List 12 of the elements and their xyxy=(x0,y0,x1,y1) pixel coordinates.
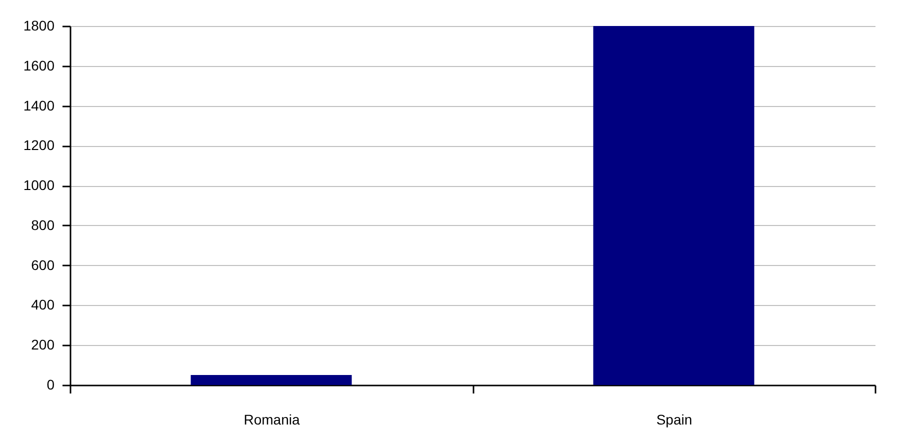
y-tick-label: 800 xyxy=(31,216,55,233)
y-tick-label: 1800 xyxy=(23,18,55,34)
y-tick-label: 600 xyxy=(31,256,55,273)
x-tick-label: Romania xyxy=(244,412,300,428)
y-tick-label: 1000 xyxy=(23,177,55,194)
y-tick-label: 1400 xyxy=(23,97,55,114)
y-tick-label: 400 xyxy=(31,296,55,313)
y-tick-label: 1200 xyxy=(23,137,55,154)
x-tick-label: Spain xyxy=(656,412,692,428)
y-tick-label: 0 xyxy=(46,376,55,392)
y-tick-label: 1600 xyxy=(23,57,55,74)
y-tick-label: 200 xyxy=(31,336,55,353)
